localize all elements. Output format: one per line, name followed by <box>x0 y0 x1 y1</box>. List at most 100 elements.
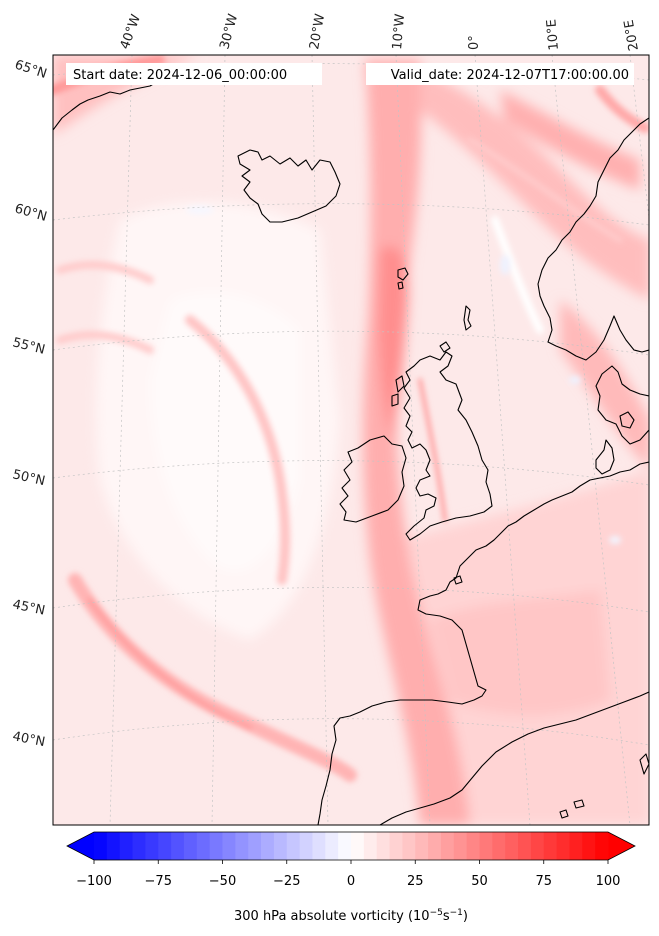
lat-label-50n: 50°N <box>11 467 46 489</box>
colorbar-band <box>479 832 493 860</box>
meridian-40w <box>109 55 133 825</box>
colorbar-band <box>183 832 198 860</box>
colorbar-band <box>389 832 403 860</box>
corsica <box>639 753 649 775</box>
colorbar-tick-label: 50 <box>471 874 488 889</box>
colorbar-bands <box>94 832 609 860</box>
colorbar-band <box>119 832 134 860</box>
colorbar-band <box>453 832 468 860</box>
colorbar-band <box>543 832 558 860</box>
valid-date-label: Valid_date: 2024-12-07T17:00:00.00 <box>391 68 629 83</box>
lon-label-30w: 30°W <box>217 12 241 51</box>
valid-date-box <box>366 63 634 85</box>
colorbar-tick-label: −100 <box>76 874 112 889</box>
colorbar-tick-label: −25 <box>273 874 300 889</box>
coastlines <box>53 71 649 825</box>
balearic-islands <box>573 799 585 809</box>
colorbar-band <box>286 832 301 860</box>
lon-labels: 40°W 30°W 20°W 10°W 0° 10°E 20°E <box>118 12 642 52</box>
colorbar-band <box>582 832 596 860</box>
colorbar-band <box>363 832 378 860</box>
iberia-south-coast <box>379 691 649 825</box>
colorbar-band <box>376 832 391 860</box>
colorbar-band <box>351 832 365 860</box>
lon-label-20w: 20°W <box>307 13 328 51</box>
colorbar-tick-label: 0 <box>347 874 355 889</box>
hebrides <box>395 375 405 393</box>
lon-label-10w: 10°W <box>390 13 408 50</box>
gotland <box>619 411 635 429</box>
colorbar-extend-low <box>67 832 94 860</box>
lon-label-20e: 20°E <box>622 19 642 52</box>
lat-label-55n: 55°N <box>11 335 46 357</box>
map-panel: Start date: 2024-12-06_00:00:00 Valid_da… <box>53 55 649 825</box>
colorbar-band <box>273 832 288 860</box>
lat-label-65n: 65°N <box>13 58 49 82</box>
colorbar-band <box>505 832 519 860</box>
lat-label-45n: 45°N <box>11 597 46 618</box>
colorbar-band <box>196 832 211 860</box>
start-date-label: Start date: 2024-12-06_00:00:00 <box>73 68 287 83</box>
shetland-islands <box>463 305 472 331</box>
colorbar-band <box>492 832 506 860</box>
colorbar-band <box>299 832 313 860</box>
colorbar-band <box>466 832 480 860</box>
sweden-coast <box>595 365 649 445</box>
colorbar: −100 −75 −50 −25 0 25 50 75 100 300 hPa absolute… <box>66 831 636 924</box>
lat-label-40n: 40°N <box>11 729 46 750</box>
colorbar-band <box>209 832 223 860</box>
meridian-20w <box>311 55 329 825</box>
colorbar-band <box>222 832 236 860</box>
colorbar-band <box>440 832 455 860</box>
colorbar-band <box>338 832 352 860</box>
colorbar-tick-label: 25 <box>407 874 424 889</box>
colorbar-band <box>415 832 429 860</box>
colorbar-band <box>261 832 275 860</box>
colorbar-band <box>325 832 339 860</box>
map-frame <box>52 54 650 826</box>
lon-label-10e: 10°E <box>544 19 562 51</box>
colorbar-band <box>530 832 545 860</box>
colorbar-band <box>145 832 159 860</box>
continent-coast <box>317 461 649 825</box>
lat-label-60n: 60°N <box>13 201 49 224</box>
colorbar-band <box>94 832 108 860</box>
lat-labels: 65°N 60°N 55°N 50°N 45°N 40°N <box>11 58 49 751</box>
colorbar-band <box>248 832 262 860</box>
colorbar-tick-label: 100 <box>596 874 621 889</box>
iceland-coast <box>237 149 341 223</box>
colorbar-band <box>235 832 249 860</box>
great-britain-coast <box>403 351 493 541</box>
greenland-coast <box>53 71 169 131</box>
colorbar-tick-label: −50 <box>209 874 236 889</box>
denmark-coast <box>595 439 615 475</box>
lon-label-40w: 40°W <box>118 12 144 51</box>
colorbar-band <box>106 832 121 860</box>
colorbar-band <box>171 832 185 860</box>
colorbar-band <box>428 832 442 860</box>
vorticity-field <box>53 55 649 825</box>
graticule <box>53 55 649 825</box>
colorbar-tick-label: −75 <box>145 874 172 889</box>
colorbar-band <box>518 832 532 860</box>
colorbar-extend-high <box>608 832 635 860</box>
colorbar-tick-label: 75 <box>535 874 552 889</box>
faroe-islands <box>397 267 409 281</box>
colorbar-band <box>569 832 583 860</box>
meridian-30w <box>211 55 226 825</box>
meridian-10e <box>551 55 631 825</box>
colorbar-ticks: −100 −75 −50 −25 0 25 50 75 100 <box>76 860 620 889</box>
lon-label-0: 0° <box>467 35 482 50</box>
ireland-coast <box>339 435 407 523</box>
colorbar-label: 300 hPa absolute vorticity (10−5s−1) <box>234 908 468 924</box>
colorbar-band <box>158 832 172 860</box>
meridian-10w <box>395 55 431 825</box>
colorbar-band <box>312 832 326 860</box>
meridian-0 <box>474 55 531 825</box>
start-date-box <box>66 63 322 85</box>
colorbar-band <box>595 832 609 860</box>
colorbar-band <box>556 832 570 860</box>
colorbar-band <box>132 832 146 860</box>
norway-coast <box>537 117 649 361</box>
